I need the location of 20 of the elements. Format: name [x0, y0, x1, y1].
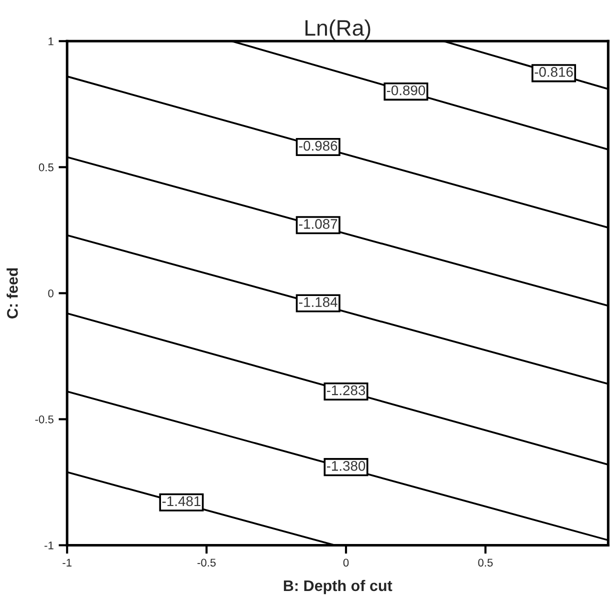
annotation: -1.087 — [299, 219, 338, 229]
x-tick-label: -1 — [62, 558, 72, 566]
annotation: -1.380 — [326, 460, 366, 471]
annotation: -0.816 — [534, 67, 573, 77]
y-tick-label: -0.5 — [35, 415, 54, 424]
annotation: -1.283 — [326, 385, 366, 396]
y-tick-label: 1 — [48, 38, 54, 46]
annotation: -0.890 — [386, 85, 426, 96]
chart-title: Ln(Ra) — [306, 19, 370, 40]
y-tick-label: 0.5 — [38, 163, 54, 172]
annotation: -1.184 — [299, 297, 338, 307]
x-tick-label: 0 — [343, 558, 349, 567]
x-axis-title: B: Depth of cut — [284, 580, 392, 594]
annotation: -0.986 — [299, 140, 338, 151]
x-tick-label: 0.5 — [478, 558, 493, 567]
y-tick-label: -1 — [44, 542, 54, 550]
annotation: -1.481 — [162, 496, 200, 506]
x-tick-label: -0.5 — [197, 558, 216, 567]
y-axis-title: C: feed — [6, 268, 18, 318]
y-tick-label: 0 — [48, 289, 54, 298]
